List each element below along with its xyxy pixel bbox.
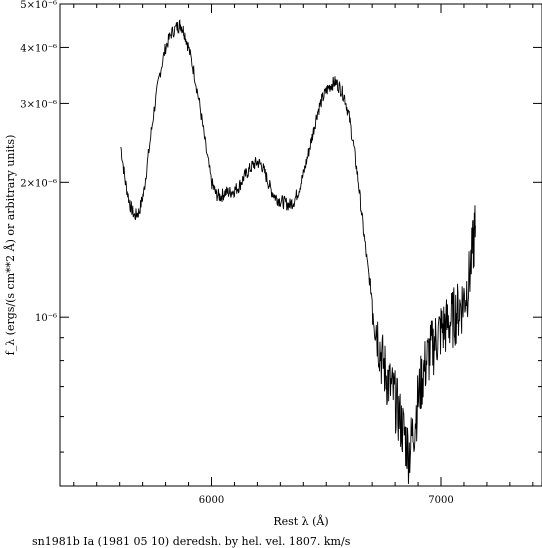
axis-ticks — [60, 3, 542, 486]
chart-caption: sn1981b Ia (1981 05 10) deredsh. by hel.… — [32, 535, 351, 548]
spectrum-line — [120, 19, 476, 484]
x-axis-label: Rest λ (Å) — [273, 514, 328, 528]
y-tick-label: 2×10⁻⁶ — [20, 178, 57, 189]
y-tick-label: 10⁻⁶ — [35, 313, 57, 324]
y-axis-label: f_λ (ergs/(s cm**2 Å) or arbitrary units… — [3, 135, 17, 356]
series-group — [120, 19, 476, 484]
x-tick-label: 7000 — [428, 495, 453, 506]
plot-frame — [59, 3, 542, 487]
y-tick-label: 5×10⁻⁶ — [20, 0, 57, 11]
axis-tick-labels: 6000 7000 10⁻⁶ 2×10⁻⁶ 3×10⁻⁶ 4×10⁻⁶ 5×10⁻⁶ — [20, 0, 454, 506]
y-tick-label: 3×10⁻⁶ — [20, 99, 57, 110]
x-tick-label: 6000 — [199, 495, 224, 506]
y-tick-label: 4×10⁻⁶ — [20, 43, 57, 54]
